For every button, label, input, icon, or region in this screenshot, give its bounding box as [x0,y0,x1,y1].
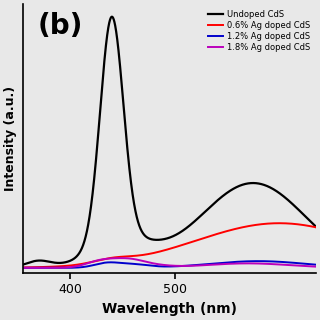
1.8% Ag doped CdS [160,263,164,267]
Line: Undoped CdS: Undoped CdS [18,17,320,266]
0.6% Ag doped CdS [277,221,281,225]
Y-axis label: Intensity (a.u.): Intensity (a.u.) [4,86,17,191]
Undoped CdS [160,237,164,241]
1.2% Ag doped CdS [16,266,20,270]
0.6% Ag doped CdS [263,222,267,226]
Undoped CdS [110,15,114,19]
1.2% Ag doped CdS [263,259,267,263]
0.6% Ag doped CdS [160,249,164,253]
1.2% Ag doped CdS [256,259,260,263]
1.2% Ag doped CdS [168,265,172,268]
0.6% Ag doped CdS [16,266,20,269]
Line: 1.8% Ag doped CdS: 1.8% Ag doped CdS [18,258,320,268]
1.8% Ag doped CdS [119,256,123,260]
Line: 1.2% Ag doped CdS: 1.2% Ag doped CdS [18,261,320,268]
Undoped CdS [16,264,20,268]
1.8% Ag doped CdS [32,266,36,270]
1.8% Ag doped CdS [16,266,20,270]
1.8% Ag doped CdS [168,264,172,268]
0.6% Ag doped CdS [168,247,172,251]
1.2% Ag doped CdS [160,265,164,268]
Undoped CdS [32,260,36,263]
X-axis label: Wavelength (nm): Wavelength (nm) [102,302,237,316]
Text: (b): (b) [37,12,83,40]
Line: 0.6% Ag doped CdS: 0.6% Ag doped CdS [18,223,320,268]
Undoped CdS [263,183,267,187]
Legend: Undoped CdS, 0.6% Ag doped CdS, 1.2% Ag doped CdS, 1.8% Ag doped CdS: Undoped CdS, 0.6% Ag doped CdS, 1.2% Ag … [207,8,312,54]
1.2% Ag doped CdS [32,266,36,270]
Undoped CdS [168,236,172,239]
1.8% Ag doped CdS [263,262,267,266]
0.6% Ag doped CdS [32,265,36,269]
